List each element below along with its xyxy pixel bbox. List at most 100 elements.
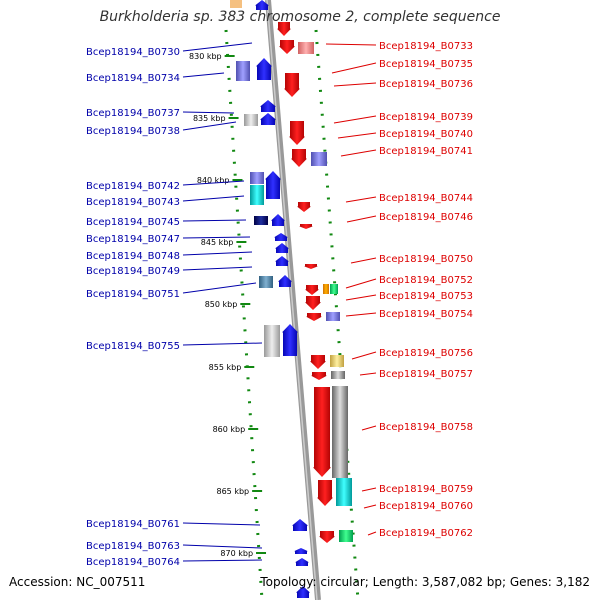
left-connector-line — [182, 544, 263, 549]
left-gene-label: Bcep18194_B0747 — [86, 234, 180, 245]
right-connector-line — [331, 62, 377, 74]
left-connector-line — [182, 522, 261, 526]
right-gene-label: Bcep18194_B0740 — [379, 129, 473, 140]
right-connector-line — [367, 531, 377, 536]
forward-gene-arrow — [260, 100, 276, 112]
left-gene-label: Bcep18194_B0738 — [86, 126, 180, 137]
reverse-gene-arrow — [284, 73, 300, 97]
gene-box — [250, 172, 264, 184]
left-gene-label: Bcep18194_B0748 — [86, 251, 180, 262]
left-gene-label: Bcep18194_B0749 — [86, 266, 180, 277]
chromosome-backbone-highlight — [266, 0, 318, 600]
left-gene-label: Bcep18194_B0751 — [86, 289, 180, 300]
right-gene-label: Bcep18194_B0750 — [379, 254, 473, 265]
gene-box — [244, 114, 258, 126]
left-gene-label: Bcep18194_B0764 — [86, 557, 180, 568]
left-connector-line — [182, 219, 247, 222]
gene-box — [323, 284, 329, 294]
right-gene-label: Bcep18194_B0741 — [379, 146, 473, 157]
right-gene-label: Bcep18194_B0757 — [379, 369, 473, 380]
map-title: Burkholderia sp. 383 chromosome 2, compl… — [99, 9, 501, 25]
right-gene-label: Bcep18194_B0752 — [379, 275, 473, 286]
right-gene-label: Bcep18194_B0744 — [379, 193, 473, 204]
forward-gene-arrow — [275, 243, 289, 253]
right-connector-line — [345, 312, 377, 317]
gene-box — [331, 371, 345, 379]
gene-box — [330, 355, 344, 367]
tick-label: 855 kbp — [209, 363, 242, 372]
right-connector-line — [351, 351, 377, 360]
right-connector-line — [345, 196, 377, 203]
right-connector-line — [333, 82, 377, 87]
gene-box — [311, 152, 327, 166]
chromosome-backbone — [265, 0, 321, 600]
right-gene-label: Bcep18194_B0735 — [379, 59, 473, 70]
forward-gene-arrow — [260, 113, 276, 125]
forward-gene-arrow — [296, 586, 310, 598]
forward-gene-arrow — [278, 275, 292, 287]
gene-box — [264, 325, 280, 357]
right-gene-label: Bcep18194_B0736 — [379, 79, 473, 90]
gene-box — [230, 0, 242, 8]
left-connector-line — [182, 111, 235, 114]
tick-label: 845 kbp — [201, 238, 234, 247]
reverse-gene-arrow — [305, 296, 321, 310]
right-gene-label: Bcep18194_B0759 — [379, 484, 473, 495]
right-connector-line — [361, 487, 377, 492]
left-connector-line — [182, 251, 253, 256]
tick-label: 835 kbp — [193, 114, 226, 123]
reverse-gene-arrow — [291, 149, 307, 167]
left-gene-label: Bcep18194_B0761 — [86, 519, 180, 530]
left-gene-label: Bcep18194_B0755 — [86, 341, 180, 352]
right-connector-line — [333, 115, 377, 124]
gene-box — [339, 530, 353, 542]
right-connector-line — [359, 372, 377, 376]
reverse-gene-arrow — [306, 313, 322, 321]
forward-gene-arrow — [275, 256, 289, 266]
right-gene-label: Bcep18194_B0753 — [379, 291, 473, 302]
left-gene-label: Bcep18194_B0745 — [86, 217, 180, 228]
right-connector-line — [345, 278, 377, 289]
reverse-gene-arrow — [317, 480, 333, 506]
gene-box — [250, 185, 264, 205]
forward-gene-arrow — [282, 324, 298, 356]
right-gene-label: Bcep18194_B0756 — [379, 348, 473, 359]
left-connector-line — [182, 282, 257, 294]
gene-box — [236, 61, 250, 81]
right-connector-line — [337, 132, 377, 139]
left-connector-line — [182, 236, 251, 239]
tick-label: 830 kbp — [189, 52, 222, 61]
left-connector-line — [182, 121, 237, 131]
tick-label: 840 kbp — [197, 176, 230, 185]
reverse-gene-arrow — [311, 372, 327, 380]
right-gene-label: Bcep18194_B0739 — [379, 112, 473, 123]
left-connector-line — [182, 195, 245, 202]
forward-gene-arrow — [295, 558, 309, 566]
right-connector-line — [345, 294, 377, 301]
left-connector-line — [182, 266, 253, 271]
right-gene-label: Bcep18194_B0733 — [379, 41, 473, 52]
reverse-gene-arrow — [305, 285, 319, 295]
tick-label: 860 kbp — [213, 425, 246, 434]
reverse-gene-arrow — [313, 387, 331, 477]
gene-box — [326, 312, 340, 321]
left-connector-line — [182, 42, 253, 52]
reverse-gene-arrow — [299, 224, 313, 229]
right-gene-label: Bcep18194_B0758 — [379, 422, 473, 433]
tick-label: 850 kbp — [205, 300, 238, 309]
right-connector-line — [346, 215, 377, 223]
forward-gene-arrow — [265, 171, 281, 199]
forward-gene-arrow — [255, 0, 269, 10]
right-gene-label: Bcep18194_B0746 — [379, 212, 473, 223]
gene-box — [332, 386, 348, 478]
reverse-gene-arrow — [310, 355, 326, 369]
gene-box — [298, 42, 314, 54]
accession-label: Accession: NC_007511 — [9, 575, 146, 589]
gene-box — [336, 478, 352, 506]
reverse-gene-arrow — [277, 22, 291, 36]
right-gene-label: Bcep18194_B0760 — [379, 501, 473, 512]
left-connector-line — [182, 559, 263, 562]
left-gene-label: Bcep18194_B0763 — [86, 541, 180, 552]
